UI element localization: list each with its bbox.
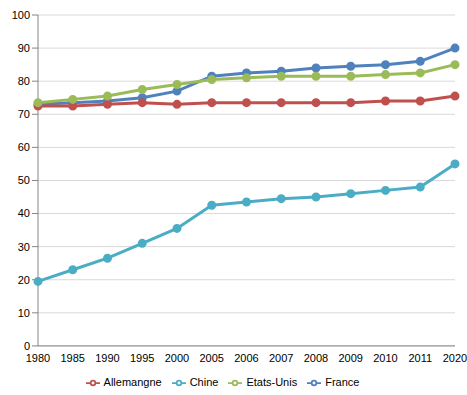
svg-text:2005: 2005 <box>200 352 224 364</box>
svg-text:0: 0 <box>24 340 30 352</box>
svg-text:50: 50 <box>18 174 30 186</box>
svg-text:2006: 2006 <box>234 352 258 364</box>
svg-text:80: 80 <box>18 75 30 87</box>
svg-text:2008: 2008 <box>304 352 328 364</box>
svg-text:1990: 1990 <box>95 352 119 364</box>
svg-text:1985: 1985 <box>61 352 85 364</box>
svg-text:1995: 1995 <box>130 352 154 364</box>
svg-text:2000: 2000 <box>165 352 189 364</box>
svg-text:60: 60 <box>18 141 30 153</box>
svg-text:30: 30 <box>18 241 30 253</box>
svg-text:70: 70 <box>18 108 30 120</box>
svg-text:40: 40 <box>18 207 30 219</box>
svg-text:2007: 2007 <box>269 352 293 364</box>
svg-text:2020: 2020 <box>443 352 459 364</box>
html-text:Chine: Chine <box>189 375 219 388</box>
html-text:France: France <box>325 375 360 388</box>
html-text:Allemangne: Allemangne <box>103 375 162 388</box>
svg-text:20: 20 <box>18 274 30 286</box>
svg-text:2010: 2010 <box>373 352 397 364</box>
html-text:Etats-Unis: Etats-Unis <box>246 375 298 388</box>
svg-text:2011: 2011 <box>408 352 432 364</box>
svg-text:1980: 1980 <box>26 352 50 364</box>
svg-text:100: 100 <box>12 9 30 21</box>
svg-text:2009: 2009 <box>339 352 363 364</box>
svg-text:10: 10 <box>18 307 30 319</box>
svg-text:90: 90 <box>18 42 30 54</box>
